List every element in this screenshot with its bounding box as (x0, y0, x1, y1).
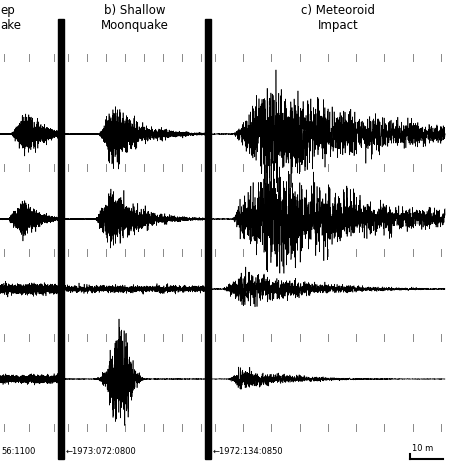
Text: 56:1100: 56:1100 (1, 447, 36, 456)
Text: b) Shallow
Moonquake: b) Shallow Moonquake (100, 4, 168, 32)
Bar (205, 19, 211, 459)
Text: ep
ake: ep ake (0, 4, 21, 32)
Text: ←1972:134:0850: ←1972:134:0850 (213, 447, 283, 456)
Text: ←1973:072:0800: ←1973:072:0800 (66, 447, 137, 456)
Bar (58, 19, 64, 459)
Text: 10 m: 10 m (412, 444, 433, 453)
Text: c) Meteoroid
Impact: c) Meteoroid Impact (301, 4, 375, 32)
